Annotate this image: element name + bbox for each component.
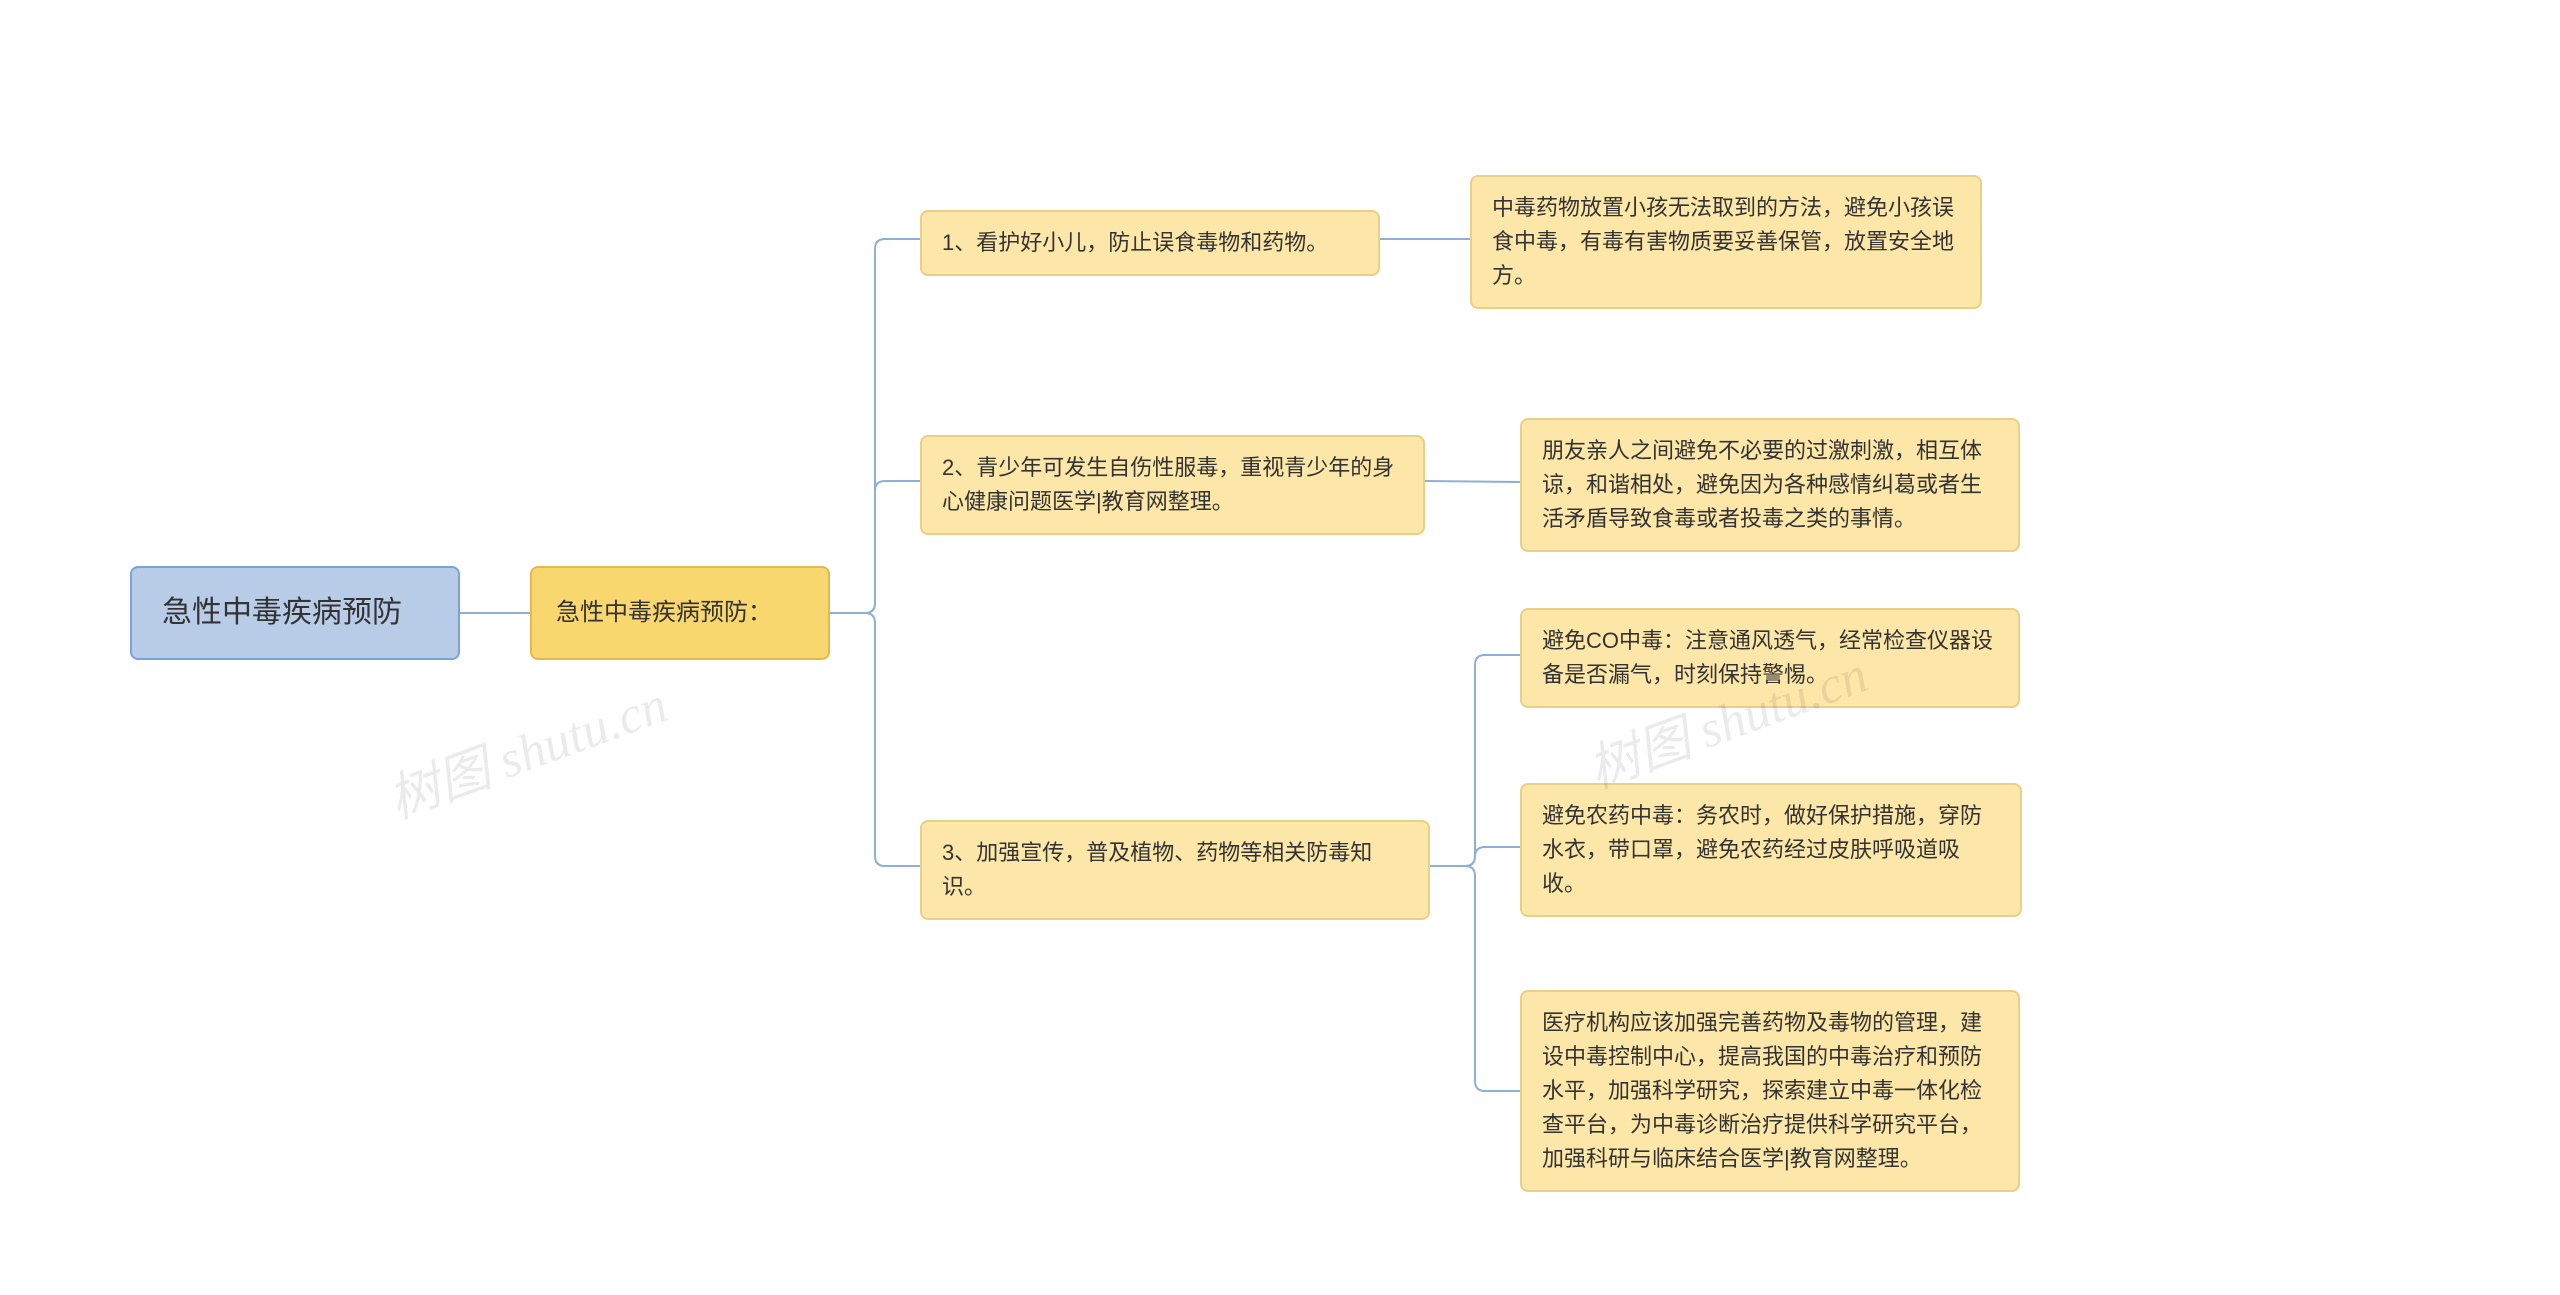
leaf-node-2-2-text: 医疗机构应该加强完善药物及毒物的管理，建设中毒控制中心，提高我国的中毒治疗和预防…	[1542, 1006, 1998, 1176]
branch-node-2: 3、加强宣传，普及植物、药物等相关防毒知识。	[920, 820, 1430, 920]
branch-node-1: 2、青少年可发生自伤性服毒，重视青少年的身心健康问题医学|教育网整理。	[920, 435, 1425, 535]
root-text: 急性中毒疾病预防	[162, 590, 402, 637]
branch-node-2-text: 3、加强宣传，普及植物、药物等相关防毒知识。	[942, 836, 1408, 904]
leaf-node-0-0: 中毒药物放置小孩无法取到的方法，避免小孩误食中毒，有毒有害物质要妥善保管，放置安…	[1470, 175, 1982, 309]
main-node: 急性中毒疾病预防：	[530, 566, 830, 660]
leaf-node-2-1-text: 避免农药中毒：务农时，做好保护措施，穿防水衣，带口罩，避免农药经过皮肤呼吸道吸收…	[1542, 799, 2000, 901]
watermark-0: 树图 shutu.cn	[376, 662, 676, 832]
leaf-node-0-0-text: 中毒药物放置小孩无法取到的方法，避免小孩误食中毒，有毒有害物质要妥善保管，放置安…	[1492, 191, 1960, 293]
leaf-node-2-0: 避免CO中毒：注意通风透气，经常检查仪器设备是否漏气，时刻保持警惕。	[1520, 608, 2020, 708]
leaf-node-2-1: 避免农药中毒：务农时，做好保护措施，穿防水衣，带口罩，避免农药经过皮肤呼吸道吸收…	[1520, 783, 2022, 917]
leaf-node-2-2: 医疗机构应该加强完善药物及毒物的管理，建设中毒控制中心，提高我国的中毒治疗和预防…	[1520, 990, 2020, 1192]
root-node: 急性中毒疾病预防	[130, 566, 460, 660]
leaf-node-1-0-text: 朋友亲人之间避免不必要的过激刺激，相互体谅，和谐相处，避免因为各种感情纠葛或者生…	[1542, 434, 1998, 536]
branch-node-1-text: 2、青少年可发生自伤性服毒，重视青少年的身心健康问题医学|教育网整理。	[942, 451, 1403, 519]
main-text: 急性中毒疾病预防：	[556, 594, 772, 631]
leaf-node-2-0-text: 避免CO中毒：注意通风透气，经常检查仪器设备是否漏气，时刻保持警惕。	[1542, 624, 1998, 692]
branch-node-0-text: 1、看护好小儿，防止误食毒物和药物。	[942, 226, 1328, 260]
branch-node-0: 1、看护好小儿，防止误食毒物和药物。	[920, 210, 1380, 276]
leaf-node-1-0: 朋友亲人之间避免不必要的过激刺激，相互体谅，和谐相处，避免因为各种感情纠葛或者生…	[1520, 418, 2020, 552]
mindmap-canvas: 急性中毒疾病预防 急性中毒疾病预防： 1、看护好小儿，防止误食毒物和药物。 中毒药…	[0, 0, 2560, 1295]
